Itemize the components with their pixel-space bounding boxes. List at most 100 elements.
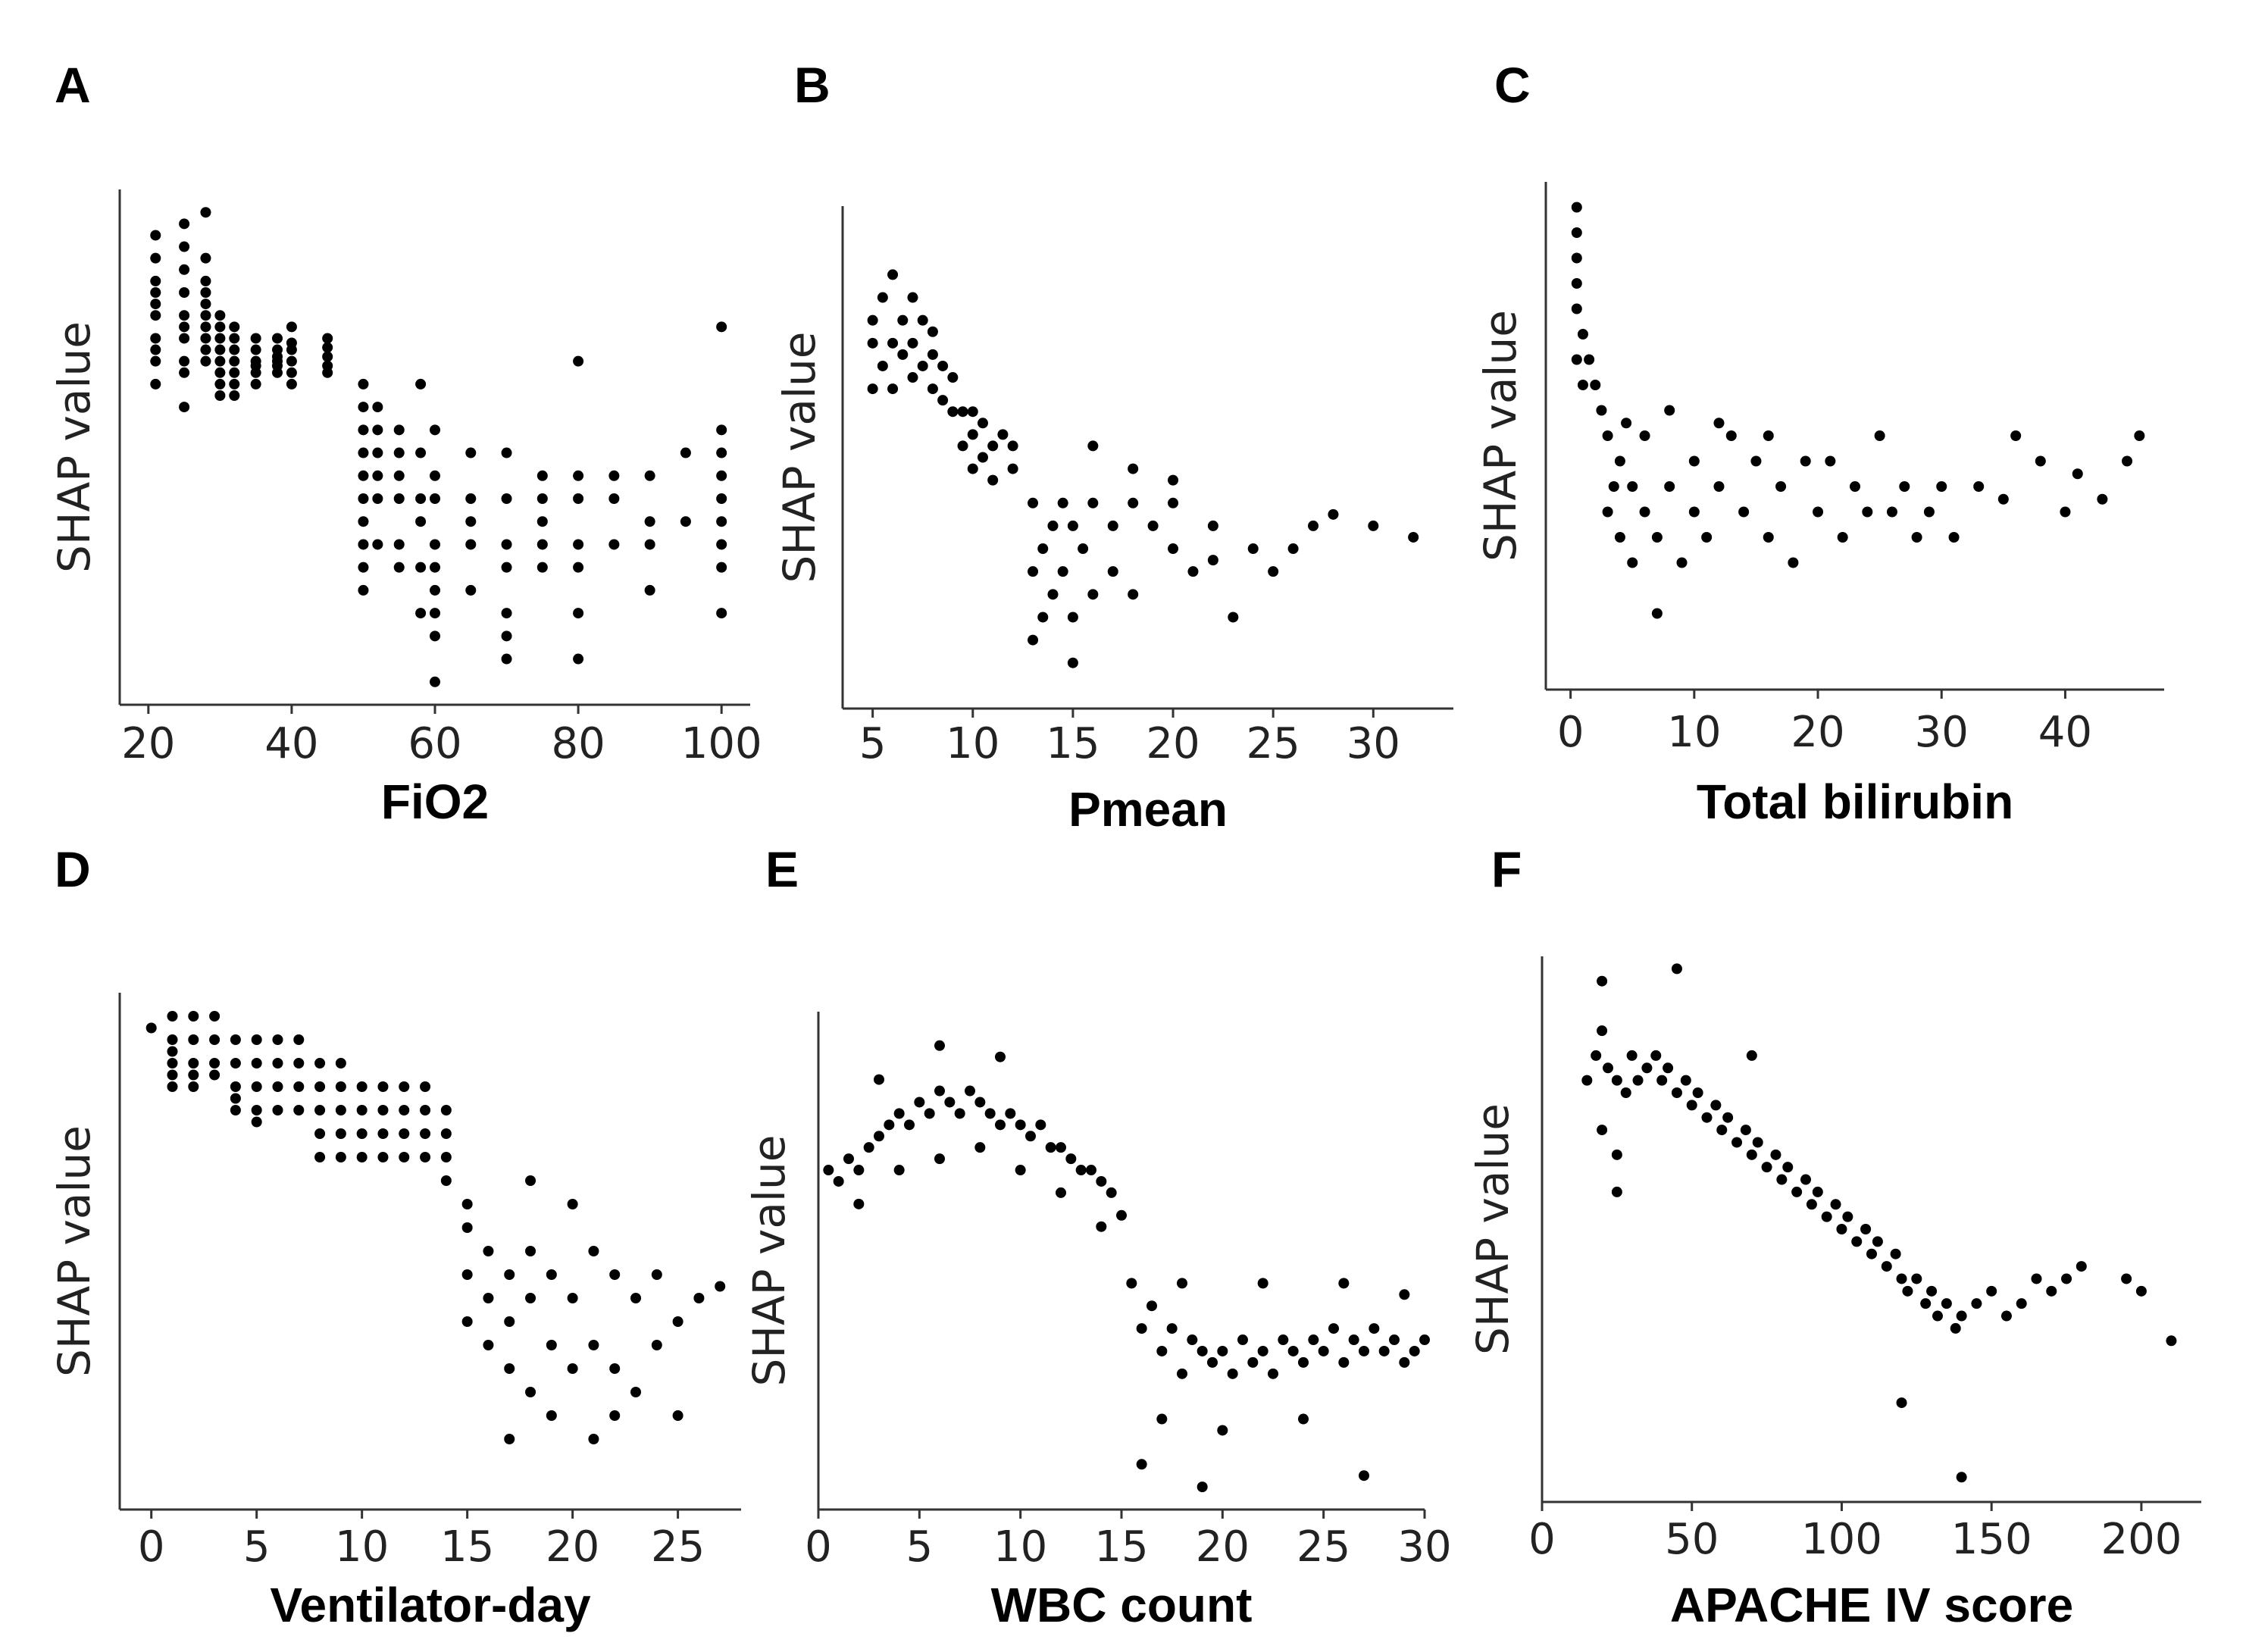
panel-c-data-point xyxy=(1837,532,1848,543)
panel-e-plot: 0 5 10 15 20 25 30 WBC count SHAP value xyxy=(743,1012,1452,1632)
panel-a-data-point xyxy=(716,516,727,527)
panel-b-data-point xyxy=(1057,497,1068,508)
panel-a-data-point xyxy=(573,608,584,619)
panel-c-data-point xyxy=(1713,481,1725,492)
panel-d-data-point xyxy=(420,1128,431,1139)
panel-a-x-tick-label: 60 xyxy=(408,719,461,768)
panel-d-data-point xyxy=(335,1152,346,1162)
panel-a-data-point xyxy=(272,360,283,371)
panel-b-data-point xyxy=(1007,463,1018,474)
panel-a-data-point xyxy=(573,539,584,550)
panel-b-data-point xyxy=(1207,555,1218,566)
panel-a-x-tick-label: 40 xyxy=(264,719,318,768)
panel-a-data-point xyxy=(716,424,727,436)
panel-a-data-point xyxy=(358,470,369,481)
panel-a-data-point xyxy=(501,562,512,573)
panel-a-data-point xyxy=(272,333,283,344)
panel-c-data-point xyxy=(1688,506,1700,518)
panel-c-data-point xyxy=(1621,418,1632,429)
panel-a-data-point xyxy=(229,378,240,390)
panel-e-data-point xyxy=(1096,1175,1107,1187)
panel-d-data-point xyxy=(440,1175,452,1186)
panel-f-data-point xyxy=(1722,1112,1734,1123)
panel-b-data-point xyxy=(937,360,949,371)
panel-a-data-point xyxy=(150,333,161,344)
panel-f-data-point xyxy=(1597,1025,1608,1037)
panel-b-data-point xyxy=(1087,497,1099,508)
panel-c-data-point xyxy=(1614,455,1625,467)
panel-f-data-point xyxy=(1746,1149,1757,1160)
panel-b-data-point xyxy=(1207,520,1218,531)
panel-a-data-point xyxy=(501,653,512,665)
panel-d-data-point xyxy=(525,1387,536,1397)
panel-d-data-point xyxy=(251,1058,262,1068)
panel-c-data-point xyxy=(1775,481,1787,492)
panel-f-data-point xyxy=(1581,1075,1593,1086)
panel-a-data-point xyxy=(179,321,190,333)
panel-a-data-point xyxy=(644,470,655,481)
panel-d-data-point xyxy=(440,1105,452,1115)
panel-b-data-point xyxy=(1107,520,1118,531)
panel-c-data-point xyxy=(1571,202,1582,213)
panel-d-data-point xyxy=(483,1340,494,1350)
panel-c-x-tick-label: 30 xyxy=(1915,708,1969,757)
panel-f-data-point xyxy=(1731,1137,1743,1148)
panel-d-data-point xyxy=(167,1034,178,1045)
panel-e-data-point xyxy=(995,1051,1006,1062)
panel-a-data-point xyxy=(358,539,369,550)
panel-a-data-point xyxy=(716,539,727,550)
panel-f-data-point xyxy=(1620,1087,1631,1098)
panel-b-data-point xyxy=(957,440,968,452)
panel-b-data-point xyxy=(1268,566,1279,577)
panel-f-data-point xyxy=(1663,1062,1674,1074)
panel-a-data-point xyxy=(179,241,190,252)
panel-d-data-point xyxy=(251,1034,262,1045)
panel-a-data-point xyxy=(150,344,161,355)
panel-e-data-point xyxy=(1348,1334,1359,1346)
panel-a-data-point xyxy=(229,321,240,333)
panel-a-data-point xyxy=(430,630,440,642)
panel-c-data-point xyxy=(2035,455,2046,467)
panel-d-data-point xyxy=(145,1022,157,1034)
panel-f-data-point xyxy=(1761,1162,1772,1173)
panel-e-data-point xyxy=(833,1175,844,1187)
panel-f-data-point xyxy=(2000,1310,2012,1322)
panel-b-data-point xyxy=(927,326,938,337)
panel-c-y-axis-title: SHAP value xyxy=(1475,310,1526,562)
panel-f-data-point xyxy=(1890,1248,1901,1259)
panel-b-x-axis-title: Pmean xyxy=(1068,782,1228,837)
panel-f-data-point xyxy=(1866,1248,1877,1259)
panel-a-data-point xyxy=(430,584,440,596)
panel-c: C 0 10 20 30 40 Total bilirubin SHAP value xyxy=(1475,57,2164,829)
panel-f-data-point xyxy=(1716,1125,1728,1136)
panel-a-data-point xyxy=(200,275,211,286)
panel-f-data-point xyxy=(1692,1087,1703,1098)
panel-b-data-point xyxy=(877,292,888,303)
panel-d-x-axis-title: Ventilator-day xyxy=(270,1578,591,1632)
panel-a-data-point xyxy=(200,344,211,355)
panel-d-data-point xyxy=(588,1434,599,1444)
panel-a-data-point xyxy=(430,676,440,687)
panel-a-data-point xyxy=(286,378,297,390)
panel-e-data-point xyxy=(1096,1221,1107,1232)
panel-f-x-tick-label: 150 xyxy=(1951,1515,2032,1564)
panel-f-data-point xyxy=(1926,1285,1938,1297)
panel-b-data-point xyxy=(917,360,928,371)
panel-a-data-point xyxy=(716,447,727,458)
panel-a-data-point xyxy=(608,470,620,481)
panel-b-data-point xyxy=(1067,520,1078,531)
panel-f-data-point xyxy=(1872,1236,1883,1247)
panel-f-data-point xyxy=(1911,1273,1922,1284)
panel-b-x-tick-label: 5 xyxy=(859,719,887,768)
panel-d-data-point xyxy=(440,1152,452,1162)
panel-e-data-point xyxy=(1146,1300,1157,1312)
panel-a-data-point xyxy=(465,539,477,550)
panel-d-data-point xyxy=(672,1316,683,1327)
panel-b-data-point xyxy=(1078,543,1089,555)
panel-f-data-point xyxy=(1752,1137,1763,1148)
panel-d-data-point xyxy=(167,1011,178,1022)
panel-f-x-tick-label: 0 xyxy=(1528,1515,1556,1564)
panel-d-data-point xyxy=(167,1081,178,1092)
panel-b-data-point xyxy=(1087,440,1099,452)
panel-f-data-point xyxy=(1941,1298,1952,1309)
